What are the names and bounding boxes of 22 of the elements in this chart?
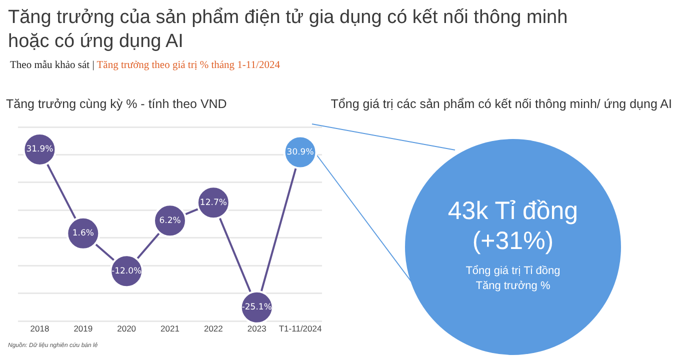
- y-axis-title: Tăng trưởng cùng kỳ % - tính theo VND: [6, 97, 227, 111]
- text: Tăng trưởng %: [474, 280, 552, 292]
- text: Tổng giá trị Tỉ đồng: [464, 265, 562, 277]
- x-tick-label: 2018: [30, 323, 50, 334]
- data-label: 30.9%: [286, 147, 314, 158]
- x-tick-label: T1-11/2024: [278, 323, 322, 334]
- text: 43k Tỉ đồng: [446, 197, 580, 226]
- text: (+31%): [471, 227, 555, 256]
- data-label: 1.6%: [72, 228, 94, 239]
- x-tick-label: 2020: [117, 323, 136, 334]
- data-label: 6.2%: [159, 216, 181, 226]
- data-label: -25.1%: [242, 302, 272, 313]
- x-tick-label: 2023: [247, 323, 267, 334]
- x-tick-label: 2019: [74, 323, 93, 334]
- x-tick-label: 2022: [204, 323, 224, 334]
- data-label: 12.7%: [200, 198, 227, 208]
- x-tick-label: 2021: [160, 323, 180, 334]
- data-label: -12.0%: [112, 266, 142, 276]
- data-label: 31.9%: [26, 144, 54, 155]
- chart-subtitle: Theo mẫu khảo sát | Tăng trưởng theo giá trị % tháng 1-11/2024: [10, 60, 280, 71]
- chart-title: Tăng trưởng của sản phẩm điện tử gia dụng có kết nối thông minh hoặc có ứng dụng AI: [8, 6, 568, 54]
- text: Tổng giá trị các sản phẩm có kết nối thông minh/ ứng dụng AI: [330, 97, 672, 111]
